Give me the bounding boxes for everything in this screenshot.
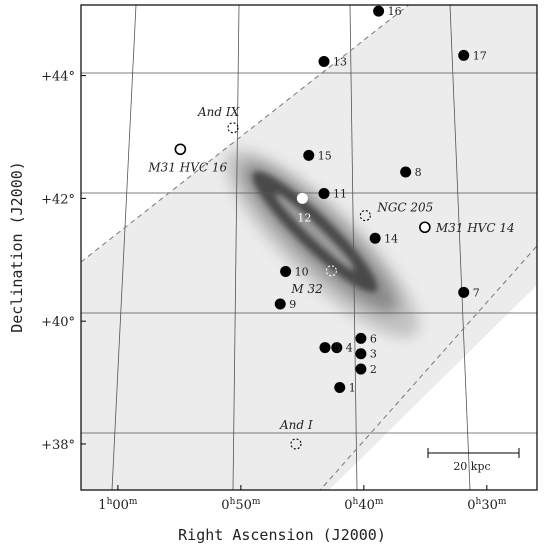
data-point: [355, 332, 367, 344]
data-point: [458, 286, 470, 298]
hvc-label: M31 HVC 14: [435, 221, 515, 235]
point-label: 6: [370, 332, 377, 345]
point-label: 10: [295, 265, 309, 278]
data-point: [400, 166, 412, 178]
satellite-label: And I: [279, 418, 313, 432]
data-point: [458, 49, 470, 61]
hvc-marker: [174, 143, 187, 156]
point-label: 5: [334, 342, 341, 355]
data-point: [318, 55, 330, 67]
grid: [81, 5, 537, 490]
data-point: [355, 348, 367, 360]
data-point: [319, 342, 331, 354]
point-label: 15: [318, 149, 332, 162]
satellite-marker: [290, 438, 302, 450]
satellite-marker: [325, 265, 337, 277]
y-tick-label: +38°: [41, 438, 75, 453]
y-tick-label: +40°: [41, 315, 75, 330]
plot-frame: [80, 4, 538, 491]
point-label: 4: [346, 342, 353, 355]
hvc-label: M31 HVC 16: [147, 160, 227, 174]
point-label: 9: [289, 298, 296, 311]
scale-bar: 20 kpc: [427, 448, 520, 473]
data-point: [280, 265, 292, 277]
data-point: [303, 149, 315, 161]
survey-boundary: [81, 5, 537, 490]
y-tick-label: +44°: [41, 70, 75, 85]
point-label: 1: [349, 381, 356, 394]
point-label: 7: [473, 286, 480, 299]
point-label: 2: [370, 363, 377, 376]
data-point: [274, 298, 286, 310]
satellite-label: M 32: [290, 282, 322, 296]
data-point: [369, 232, 381, 244]
x-axis-title: Right Ascension (J2000): [178, 526, 386, 544]
x-tick-label: 0h40m: [344, 497, 384, 513]
satellite-label: NGC 205: [376, 201, 433, 215]
x-tick-label: 1h00m: [98, 497, 138, 513]
scale-bar-label: 20 kpc: [453, 460, 490, 473]
y-axis-title: Declination (J2000): [8, 161, 26, 333]
data-point: [331, 342, 343, 354]
highlight-point-label: 12: [297, 211, 311, 224]
point-label: 14: [384, 232, 398, 245]
m31-disk-image: [225, 150, 419, 338]
point-label: 11: [333, 187, 347, 200]
satellite-label: And IX: [197, 105, 240, 119]
point-label: 8: [415, 166, 422, 179]
y-tick-label: +42°: [41, 192, 75, 207]
data-point: [355, 363, 367, 375]
highlight-point: [296, 192, 308, 204]
point-label: 17: [473, 49, 487, 62]
point-label: 3: [370, 348, 377, 361]
data-point: [334, 381, 346, 393]
satellite-marker: [359, 210, 371, 222]
x-tick-label: 0h30m: [467, 497, 507, 513]
point-label: 13: [333, 55, 347, 68]
x-tick-label: 0h50m: [221, 497, 261, 513]
data-point: [373, 5, 385, 17]
point-label: 16: [388, 5, 402, 18]
data-point: [318, 187, 330, 199]
hvc-marker: [419, 221, 431, 234]
